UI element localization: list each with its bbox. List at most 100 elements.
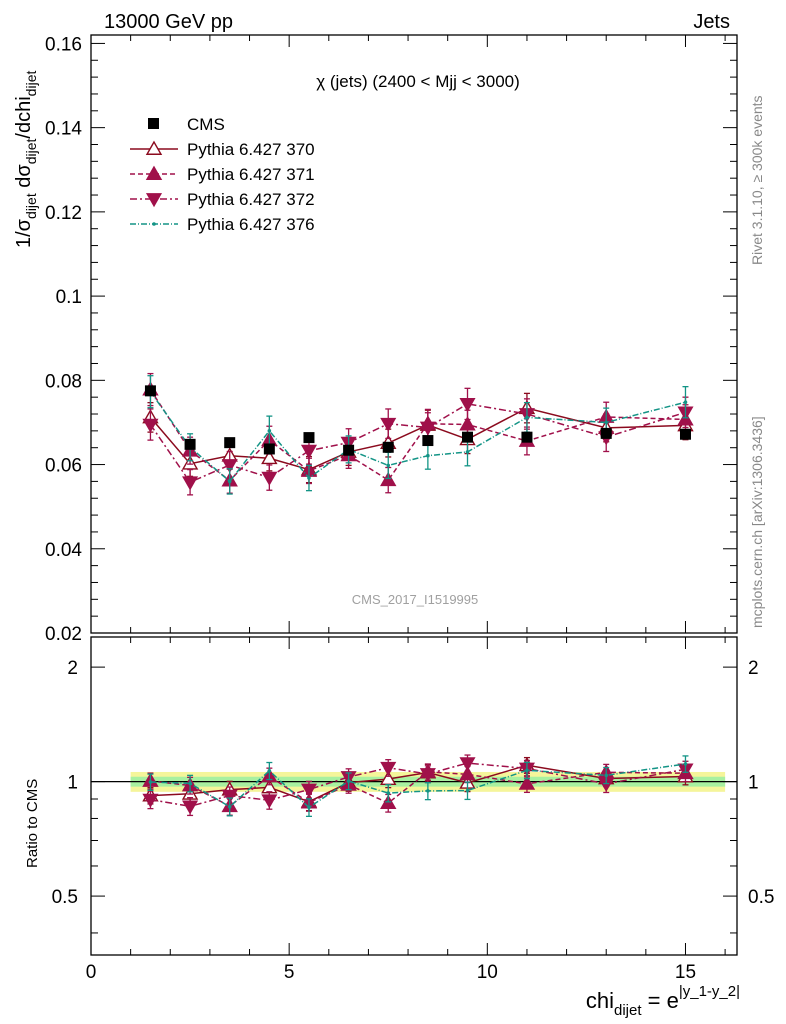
watermark: CMS_2017_I1519995: [352, 592, 479, 607]
main-plot-frame: [90, 34, 738, 634]
series-point: [380, 471, 397, 487]
series-point: [142, 418, 159, 433]
y-tick-label: 0.12: [45, 203, 82, 224]
x-tick-label: 0: [86, 962, 97, 983]
series-point: [426, 453, 430, 458]
cms-data-point: [144, 385, 156, 397]
y-tick-label: 0.02: [45, 624, 82, 645]
series-ratio-point: [465, 788, 470, 793]
series-point: [386, 463, 391, 468]
cms-data-point: [343, 444, 355, 456]
series-point: [459, 416, 476, 431]
series-point: [604, 420, 609, 425]
series-ratio-point: [525, 768, 529, 773]
cms-data-point: [422, 435, 434, 447]
cms-data-point: [521, 431, 533, 443]
cms-data-point: [600, 427, 612, 439]
legend-marker-cms: [148, 118, 159, 129]
cms-data-layer: [144, 385, 691, 456]
series-ratio-point: [459, 765, 476, 781]
series-point: [261, 471, 278, 486]
series-ratio-point: [518, 775, 536, 790]
mcplots-label: mcplots.cern.ch [arXiv:1306.3436]: [749, 416, 765, 628]
ratio-axis-label: Ratio to CMS: [24, 779, 41, 868]
cms-data-point: [224, 437, 236, 449]
series-ratio-point: [307, 805, 311, 810]
ratio-tick-label: 0.5: [52, 887, 78, 908]
series-point: [267, 429, 272, 433]
series-line-2: [149, 403, 686, 484]
series-ratio-point: [142, 793, 159, 808]
ratio-plot-frame: [90, 636, 738, 956]
ratio-tick-label-right: 0.5: [748, 887, 774, 908]
series-ratio-point: [380, 761, 397, 776]
plot-frames: [90, 34, 738, 956]
x-axis-label-main: chi: [586, 988, 614, 1013]
ratio-tick-label: 2: [67, 658, 78, 679]
series-ratio-point: [683, 762, 688, 766]
y-axis-label: 1/σdijet dσdijet/dchidijet: [13, 71, 39, 248]
series-ratio-line-1: [150, 771, 686, 808]
y-tick-label: 0.06: [45, 456, 82, 477]
cms-data-point: [303, 432, 315, 444]
series-ratio-point: [267, 769, 272, 773]
series-point: [227, 479, 232, 484]
y-axis-label-b: dσ: [13, 164, 35, 194]
y-tick-label: 0.16: [45, 34, 82, 55]
cms-data-point: [382, 441, 394, 453]
series-point: [261, 449, 278, 465]
series-point: [683, 400, 688, 405]
legend-label-2: Pythia 6.427 372: [187, 190, 315, 209]
series-ratio-point: [346, 779, 351, 783]
cms-data-point: [184, 438, 196, 450]
series-point: [300, 444, 318, 459]
series-point: [380, 417, 397, 432]
ratio-tick-label-right: 2: [748, 658, 759, 679]
y-axis-label-a-sub: dijet: [23, 193, 39, 219]
legend-marker-0: [145, 140, 163, 155]
series-point: [459, 398, 476, 413]
legend: CMS Pythia 6.427 370 Pythia 6.427 371 Pythi…: [130, 115, 315, 234]
x-axis-label-eq: = e: [642, 988, 679, 1013]
ratio-tick-label: 1: [67, 773, 78, 794]
series-ratio-point: [386, 791, 391, 795]
x-axis-label: chidijet = e|y_1-y_2|: [586, 983, 740, 1019]
series-point: [221, 459, 238, 474]
series-ratio-point: [188, 781, 192, 786]
series-ratio-point: [300, 783, 318, 798]
series-ratio-point: [261, 794, 278, 809]
series-point: [465, 450, 470, 454]
series-ratio-line-3: [150, 763, 686, 809]
series-ratio-point: [459, 757, 476, 772]
cms-data-point: [679, 428, 691, 440]
ratio-tick-label-right: 1: [748, 773, 759, 794]
legend-label-3: Pythia 6.427 376: [187, 215, 315, 234]
header-left: 13000 GeV pp: [104, 11, 233, 33]
y-tick-label: 0.04: [45, 540, 82, 561]
y-tick-label: 0.14: [45, 119, 82, 140]
y-tick-label: 0.1: [56, 287, 82, 308]
x-axis-label-sup: |y_1-y_2|: [679, 983, 740, 1000]
y-tick-label: 0.08: [45, 371, 82, 392]
series-ratio-point: [227, 804, 232, 809]
legend-label-cms: CMS: [187, 115, 225, 134]
x-tick-label: 5: [284, 962, 295, 983]
series-point: [307, 476, 311, 480]
x-axis-label-sub: dijet: [614, 1002, 642, 1019]
series-ratio-point: [419, 768, 436, 783]
series-ratio-point: [604, 773, 609, 778]
series-line-0: [149, 407, 686, 471]
y-axis-label-c: /dchi: [13, 96, 35, 138]
series-point: [525, 415, 529, 420]
series-line-3: [149, 391, 686, 483]
series-ratio-point: [221, 789, 238, 804]
y-axis-label-a: 1/σ: [13, 218, 35, 248]
series-point: [419, 421, 436, 436]
rivet-label: Rivet 3.1.10, ≥ 300k events: [749, 95, 765, 265]
cms-data-point: [263, 443, 275, 455]
legend-marker-2: [145, 193, 163, 208]
chart-title: χ (jets) (2400 < Mjj < 3000): [316, 72, 520, 91]
series-ratio-point: [426, 789, 430, 793]
series-ratio-point: [148, 780, 153, 784]
